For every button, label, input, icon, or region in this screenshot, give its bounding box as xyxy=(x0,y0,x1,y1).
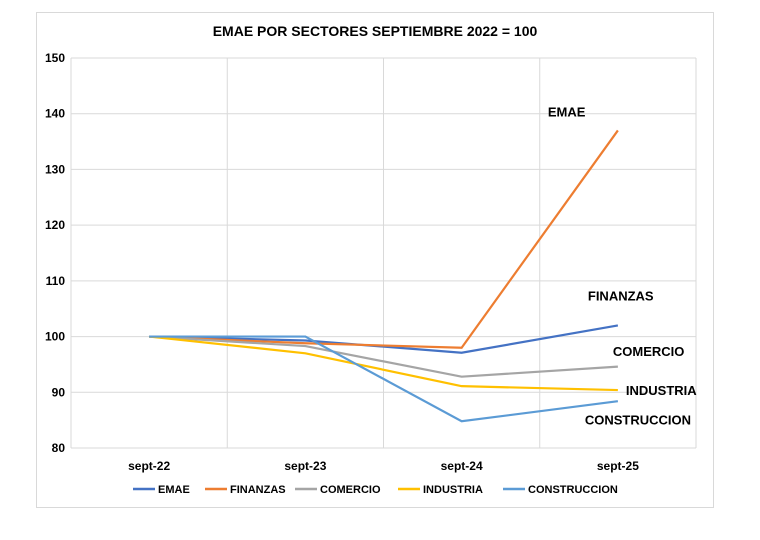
x-tick-label: sept-23 xyxy=(284,459,326,473)
y-tick-label: 120 xyxy=(45,218,65,232)
series-line-construccion xyxy=(149,335,619,423)
legend-label-construccion: CONSTRUCCION xyxy=(528,484,618,496)
series-line-emae xyxy=(149,324,619,354)
series-label-emae: EMAE xyxy=(548,105,586,120)
y-tick-label: 130 xyxy=(45,162,65,176)
y-tick-label: 150 xyxy=(45,51,65,65)
legend-label-finanzas: FINANZAS xyxy=(230,484,286,496)
line-chart: EMAE POR SECTORES SEPTIEMBRE 2022 = 100 … xyxy=(45,23,697,496)
y-tick-label: 140 xyxy=(45,107,65,121)
x-tick-label: sept-22 xyxy=(128,459,170,473)
series-line-comercio xyxy=(149,335,618,378)
legend-label-industria: INDUSTRIA xyxy=(423,484,483,496)
y-tick-label: 80 xyxy=(52,441,66,455)
x-tick-label: sept-24 xyxy=(441,459,483,473)
chart-title: EMAE POR SECTORES SEPTIEMBRE 2022 = 100 xyxy=(213,23,538,39)
x-tick-label: sept-25 xyxy=(597,459,639,473)
legend-label-comercio: COMERCIO xyxy=(320,484,381,496)
series-line-industria xyxy=(149,335,618,392)
series-line-finanzas xyxy=(149,129,619,349)
y-tick-label: 110 xyxy=(46,274,66,288)
series-label-comercio: COMERCIO xyxy=(613,344,685,359)
series-label-industria: INDUSTRIA xyxy=(626,383,697,398)
series-label-construccion: CONSTRUCCION xyxy=(585,413,691,428)
y-tick-label: 90 xyxy=(52,385,66,399)
y-tick-label: 100 xyxy=(45,330,65,344)
chart-frame: EMAE POR SECTORES SEPTIEMBRE 2022 = 100 … xyxy=(36,12,714,508)
series-label-finanzas: FINANZAS xyxy=(588,288,654,303)
legend-label-emae: EMAE xyxy=(158,484,190,496)
